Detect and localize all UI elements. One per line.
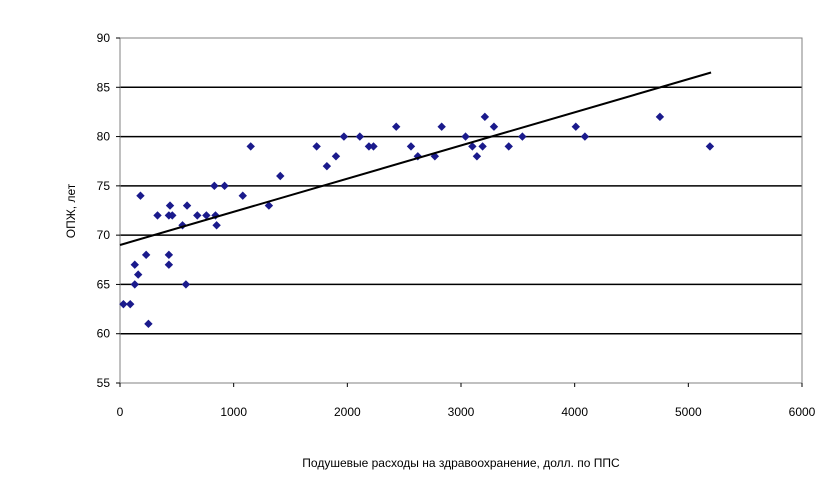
data-point — [212, 221, 221, 230]
y-tick-label: 90 — [97, 31, 111, 45]
data-point — [193, 211, 202, 220]
data-point — [705, 142, 715, 151]
data-point — [461, 132, 470, 141]
data-point — [133, 270, 143, 279]
y-tick-label: 65 — [97, 277, 111, 291]
x-tick-label: 2000 — [334, 405, 361, 419]
data-point — [238, 191, 247, 200]
data-point — [339, 132, 349, 141]
data-point — [518, 132, 527, 141]
data-point — [331, 152, 341, 161]
data-point — [210, 181, 219, 191]
data-point — [202, 211, 211, 220]
trendline — [119, 71, 712, 246]
y-tick-label: 85 — [97, 80, 111, 94]
y-tick-label: 60 — [97, 327, 111, 341]
data-point — [153, 211, 162, 220]
data-point — [264, 201, 274, 210]
y-tick-label: 70 — [97, 228, 111, 242]
y-axis: 55 60 65 70 75 80 85 90 — [97, 31, 120, 390]
data-point — [472, 152, 482, 161]
data-point — [130, 280, 139, 289]
x-axis: 0 1000 2000 3000 4000 5000 6000 — [117, 383, 816, 419]
data-point — [322, 161, 332, 171]
data-point — [580, 132, 590, 141]
data-point — [144, 319, 153, 329]
y-axis-label: ОПЖ, лет — [64, 183, 78, 238]
data-point — [220, 181, 229, 191]
data-point — [437, 122, 446, 131]
data-point — [655, 112, 665, 122]
data-point — [164, 260, 174, 269]
y-tick-label: 80 — [97, 130, 111, 144]
y-tick-label: 55 — [97, 376, 111, 390]
y-tick-label: 75 — [97, 179, 111, 193]
data-point — [181, 280, 191, 289]
x-tick-label: 6000 — [789, 405, 816, 419]
data-point — [504, 142, 513, 151]
data-point — [369, 142, 378, 151]
gridlines — [120, 86, 802, 335]
x-tick-label: 0 — [117, 405, 124, 419]
data-point — [164, 250, 174, 260]
data-point — [136, 191, 145, 200]
data-point — [489, 122, 499, 131]
plot-area-border — [119, 37, 803, 384]
x-tick-label: 1000 — [220, 405, 247, 419]
x-tick-label: 4000 — [561, 405, 588, 419]
x-tick-label: 3000 — [448, 405, 475, 419]
data-point — [312, 142, 321, 151]
data-point — [168, 211, 177, 220]
data-points — [119, 112, 715, 329]
data-point — [276, 171, 285, 181]
data-point — [119, 299, 128, 309]
data-point — [392, 122, 401, 131]
x-tick-label: 5000 — [675, 405, 702, 419]
data-point — [571, 122, 581, 131]
data-point — [355, 132, 365, 141]
data-point — [141, 250, 151, 260]
data-point — [468, 142, 477, 151]
data-point — [126, 299, 135, 309]
data-point — [478, 142, 487, 151]
data-point — [182, 201, 192, 210]
data-point — [246, 142, 255, 151]
data-point — [165, 201, 175, 210]
data-point — [480, 112, 490, 122]
data-point — [406, 142, 416, 151]
data-point — [364, 142, 374, 151]
x-axis-label: Подушевые расходы на здравоохранение, до… — [302, 456, 620, 470]
data-point — [130, 260, 139, 269]
